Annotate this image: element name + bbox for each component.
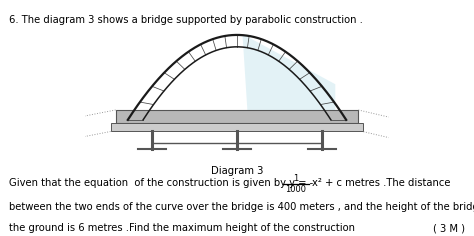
Text: 1: 1	[293, 174, 299, 183]
Text: 6. The diagram 3 shows a bridge supported by parabolic construction .: 6. The diagram 3 shows a bridge supporte…	[9, 15, 363, 25]
Text: the ground is 6 metres .Find the maximum height of the construction: the ground is 6 metres .Find the maximum…	[9, 223, 355, 233]
Text: between the two ends of the curve over the bridge is 400 meters , and the height: between the two ends of the curve over t…	[9, 202, 474, 212]
Text: ( 3 M ): ( 3 M )	[433, 223, 465, 233]
Polygon shape	[243, 34, 335, 118]
Bar	[116, 110, 358, 123]
Bar	[111, 123, 363, 131]
Text: Given that the equation  of the construction is given by y = -: Given that the equation of the construct…	[9, 178, 313, 188]
Text: 1000: 1000	[285, 185, 306, 194]
Text: Diagram 3: Diagram 3	[211, 166, 263, 176]
Text: x² + c metres .The distance: x² + c metres .The distance	[312, 178, 451, 188]
